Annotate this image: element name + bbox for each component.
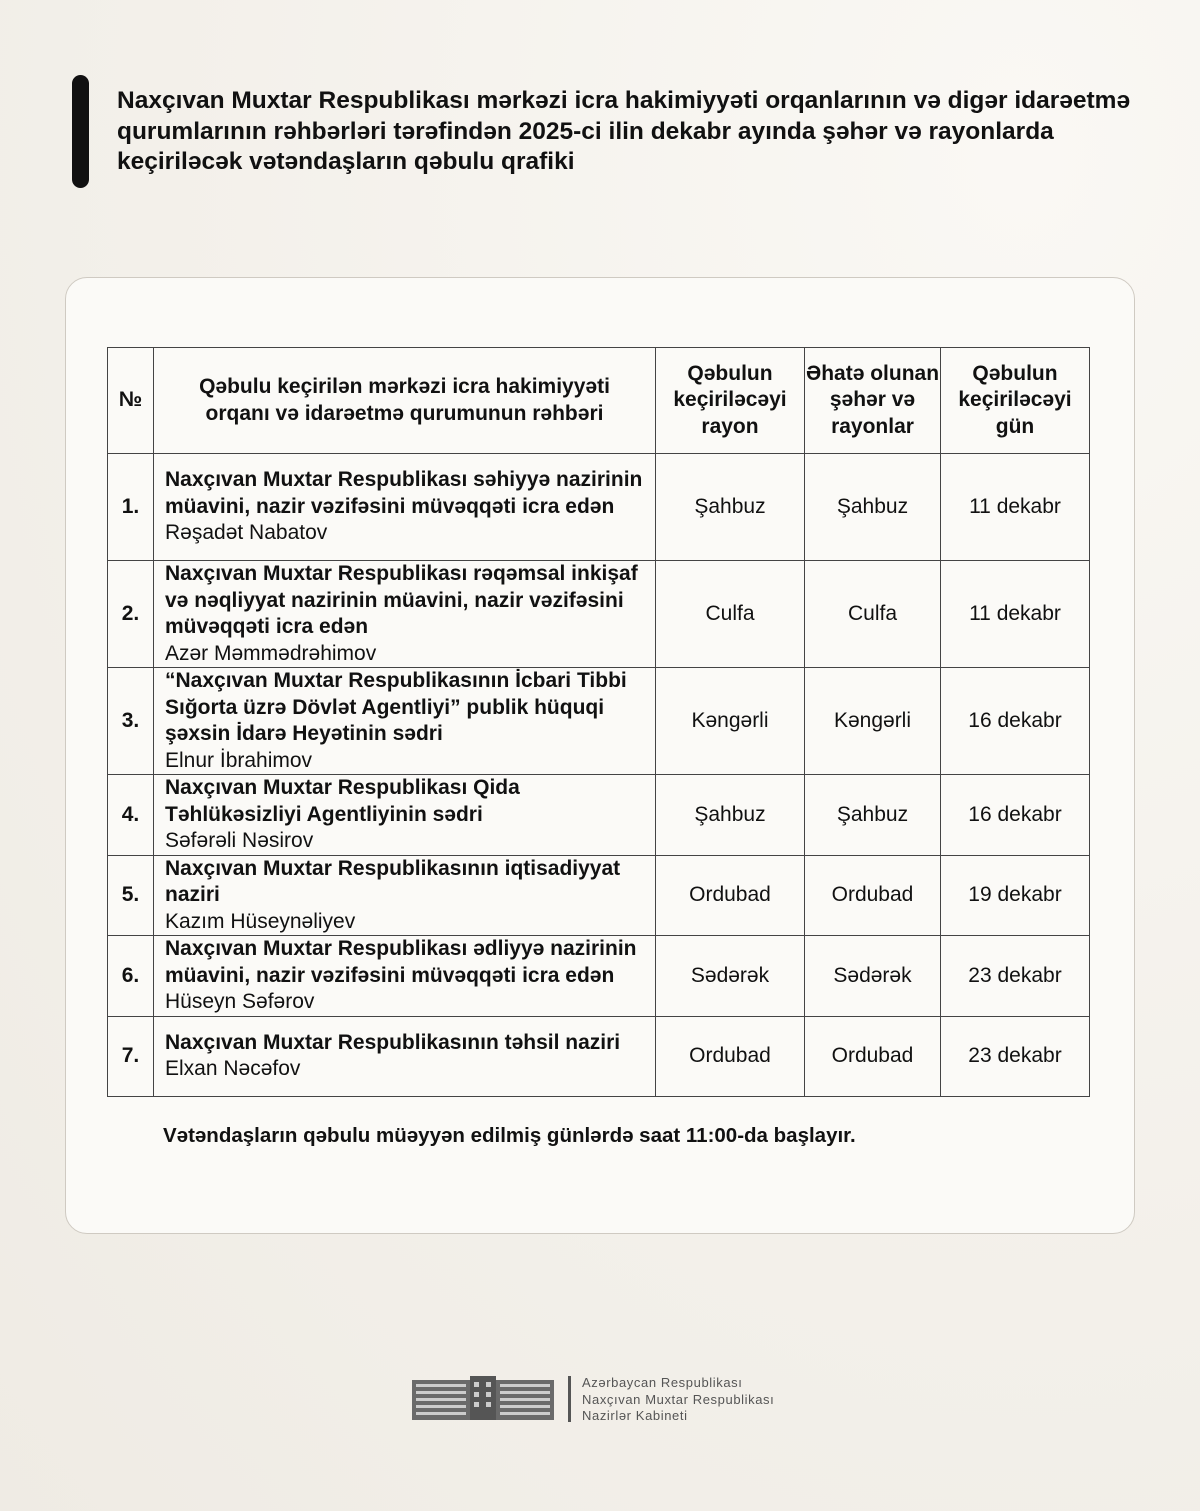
- row-covered: Ordubad: [804, 854, 941, 936]
- row-covered: Kəngərli: [804, 667, 941, 775]
- table-row: 4. Naxçıvan Muxtar Respublikası Qida Təhl…: [107, 774, 1090, 856]
- row-organization: “Naxçıvan Muxtar Respublikasının İcbari …: [153, 667, 656, 775]
- row-number: 7.: [107, 1015, 154, 1097]
- row-district: Şahbuz: [655, 774, 805, 856]
- row-covered: Şahbuz: [804, 453, 941, 561]
- title-accent-bar: [72, 75, 89, 188]
- row-organization: Naxçıvan Muxtar Respublikası səhiyyə naz…: [153, 453, 656, 561]
- row-number: 6.: [107, 935, 154, 1017]
- header-number: №: [107, 347, 154, 454]
- organization-title: Naxçıvan Muxtar Respublikası ədliyyə naz…: [165, 937, 637, 987]
- table-row: 6. Naxçıvan Muxtar Respublikası ədliyyə n…: [107, 935, 1090, 1017]
- row-district: Sədərək: [655, 935, 805, 1017]
- footer-divider: [568, 1376, 571, 1422]
- row-day: 11 dekabr: [940, 560, 1090, 668]
- row-number: 1.: [107, 453, 154, 561]
- row-day: 23 dekabr: [940, 935, 1090, 1017]
- row-day: 19 dekabr: [940, 854, 1090, 936]
- organization-title: Naxçıvan Muxtar Respublikası səhiyyə naz…: [165, 468, 643, 518]
- row-district: Şahbuz: [655, 453, 805, 561]
- row-number: 3.: [107, 667, 154, 775]
- table-row: 2. Naxçıvan Muxtar Respublikası rəqəmsal …: [107, 560, 1090, 668]
- header-district: Qəbulun keçiriləcəyi rayon: [655, 347, 805, 454]
- organization-title: Naxçıvan Muxtar Respublikası Qida Təhlük…: [165, 776, 520, 826]
- row-number: 4.: [107, 774, 154, 856]
- row-covered: Ordubad: [804, 1015, 941, 1097]
- row-covered: Şahbuz: [804, 774, 941, 856]
- person-name: Rəşadət Nabatov: [165, 521, 328, 545]
- schedule-table: № Qəbulu keçirilən mərkəzi icra hakimiyy…: [107, 347, 1090, 1097]
- person-name: Elnur İbrahimov: [165, 748, 313, 772]
- footer-line: Nazirlər Kabineti: [582, 1408, 688, 1423]
- organization-title: Naxçıvan Muxtar Respublikasının iqtisadi…: [165, 856, 621, 907]
- row-organization: Naxçıvan Muxtar Respublikası ədliyyə naz…: [153, 935, 656, 1017]
- footer-text: Azərbaycan Respublikası Naxçıvan Muxtar …: [582, 1375, 774, 1425]
- table-row: 3. “Naxçıvan Muxtar Respublikasının İcbar…: [107, 667, 1090, 775]
- page-title: Naxçıvan Muxtar Respublikası mərkəzi icr…: [117, 87, 1131, 175]
- organization-title: Naxçıvan Muxtar Respublikasının təhsil n…: [165, 1030, 621, 1054]
- row-covered: Culfa: [804, 560, 941, 668]
- footer-line: Azərbaycan Respublikası: [582, 1375, 743, 1390]
- row-number: 5.: [107, 854, 154, 936]
- row-day: 16 dekabr: [940, 667, 1090, 775]
- row-covered: Sədərək: [804, 935, 941, 1017]
- person-name: Hüseyn Səfərov: [165, 990, 315, 1013]
- row-number: 2.: [107, 560, 154, 668]
- government-building-icon: [412, 1376, 554, 1420]
- header-organization: Qəbulu keçirilən mərkəzi icra hakimiyyət…: [153, 347, 656, 454]
- row-organization: Naxçıvan Muxtar Respublikası Qida Təhlük…: [153, 774, 656, 856]
- organization-title: “Naxçıvan Muxtar Respublikasının İcbari …: [165, 669, 627, 745]
- row-district: Kəngərli: [655, 667, 805, 775]
- row-district: Culfa: [655, 560, 805, 668]
- row-organization: Naxçıvan Muxtar Respublikası rəqəmsal in…: [153, 560, 656, 668]
- row-organization: Naxçıvan Muxtar Respublikasının iqtisadi…: [153, 854, 656, 936]
- person-name: Səfərəli Nəsirov: [165, 829, 314, 852]
- reception-note: Vətəndaşların qəbulu müəyyən edilmiş gün…: [163, 1124, 856, 1147]
- table-row: 7. Naxçıvan Muxtar Respublikasının təhsil…: [107, 1015, 1090, 1097]
- table-row: 5. Naxçıvan Muxtar Respublikasının iqtisa…: [107, 854, 1090, 936]
- table-row: 1. Naxçıvan Muxtar Respublikası səhiyyə n…: [107, 453, 1090, 561]
- row-district: Ordubad: [655, 854, 805, 936]
- footer-line: Naxçıvan Muxtar Respublikası: [582, 1391, 775, 1407]
- row-organization: Naxçıvan Muxtar Respublikasının təhsil n…: [153, 1015, 656, 1097]
- header-day: Qəbulun keçiriləcəyi gün: [940, 347, 1090, 454]
- person-name: Elxan Nəcəfov: [165, 1057, 301, 1080]
- organization-title: Naxçıvan Muxtar Respublikası rəqəmsal in…: [165, 562, 638, 638]
- row-day: 16 dekabr: [940, 774, 1090, 856]
- row-day: 23 dekabr: [940, 1015, 1090, 1097]
- person-name: Azər Məmmədrəhimov: [165, 641, 377, 665]
- row-district: Ordubad: [655, 1015, 805, 1097]
- table-header-row: № Qəbulu keçirilən mərkəzi icra hakimiyy…: [107, 347, 1090, 454]
- person-name: Kazım Hüseynəliyev: [165, 909, 356, 933]
- header-covered: Əhatə olunan şəhər və rayonlar: [804, 347, 941, 454]
- row-day: 11 dekabr: [940, 453, 1090, 561]
